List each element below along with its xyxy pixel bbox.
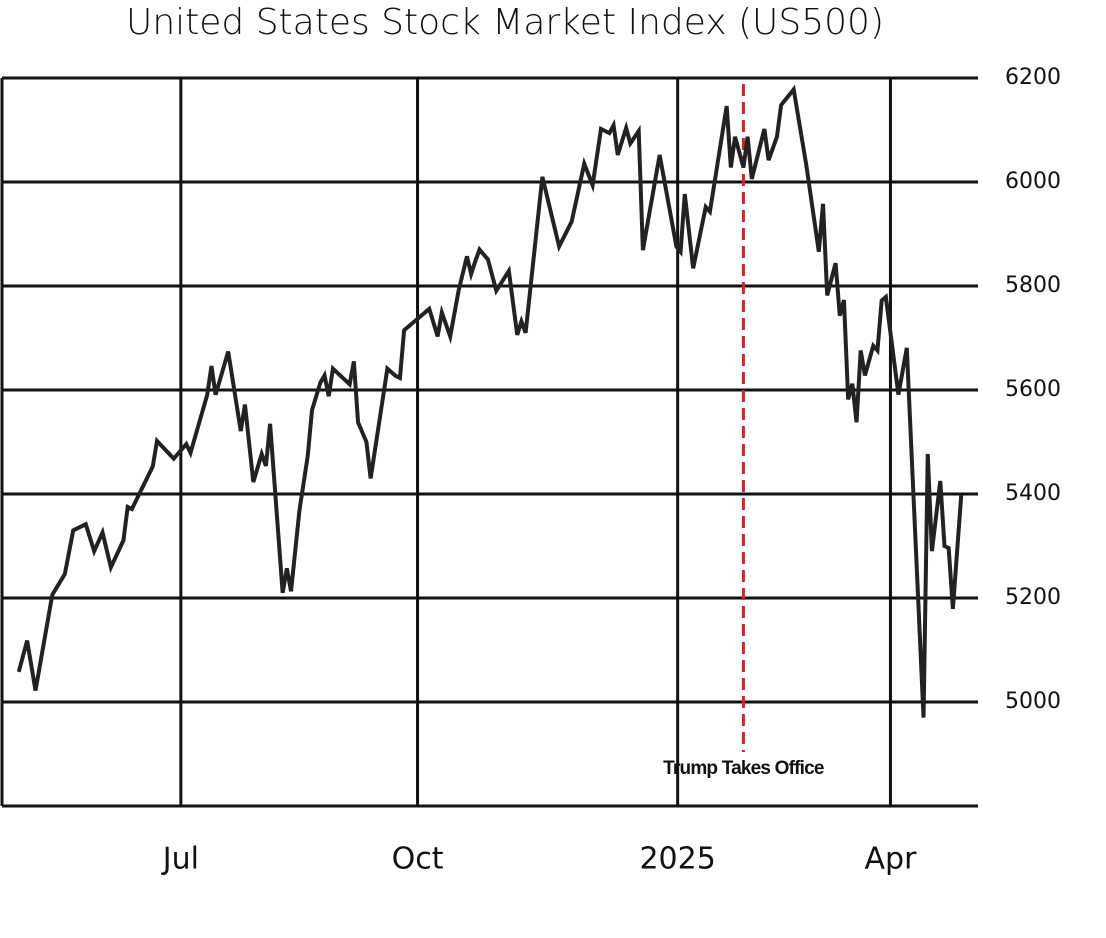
y-tick-label: 5800 <box>1005 273 1061 298</box>
y-tick-label: 6000 <box>1005 169 1061 194</box>
x-tick-label: Jul <box>161 842 199 877</box>
x-tick-label: Apr <box>865 842 918 877</box>
y-tick-label: 6200 <box>1005 65 1061 90</box>
x-tick-label: 2025 <box>639 842 715 877</box>
line-series <box>16 84 964 718</box>
y-tick-label: 5000 <box>1005 689 1061 714</box>
y-tick-label: 5200 <box>1005 585 1061 610</box>
x-tick-label: Oct <box>392 842 444 877</box>
annotation: Trump Takes Office <box>663 758 824 779</box>
chart-title: United States Stock Market Index (US500) <box>126 2 884 43</box>
y-tick-label: 5400 <box>1005 481 1061 506</box>
y-tick-label: 5600 <box>1005 377 1061 402</box>
